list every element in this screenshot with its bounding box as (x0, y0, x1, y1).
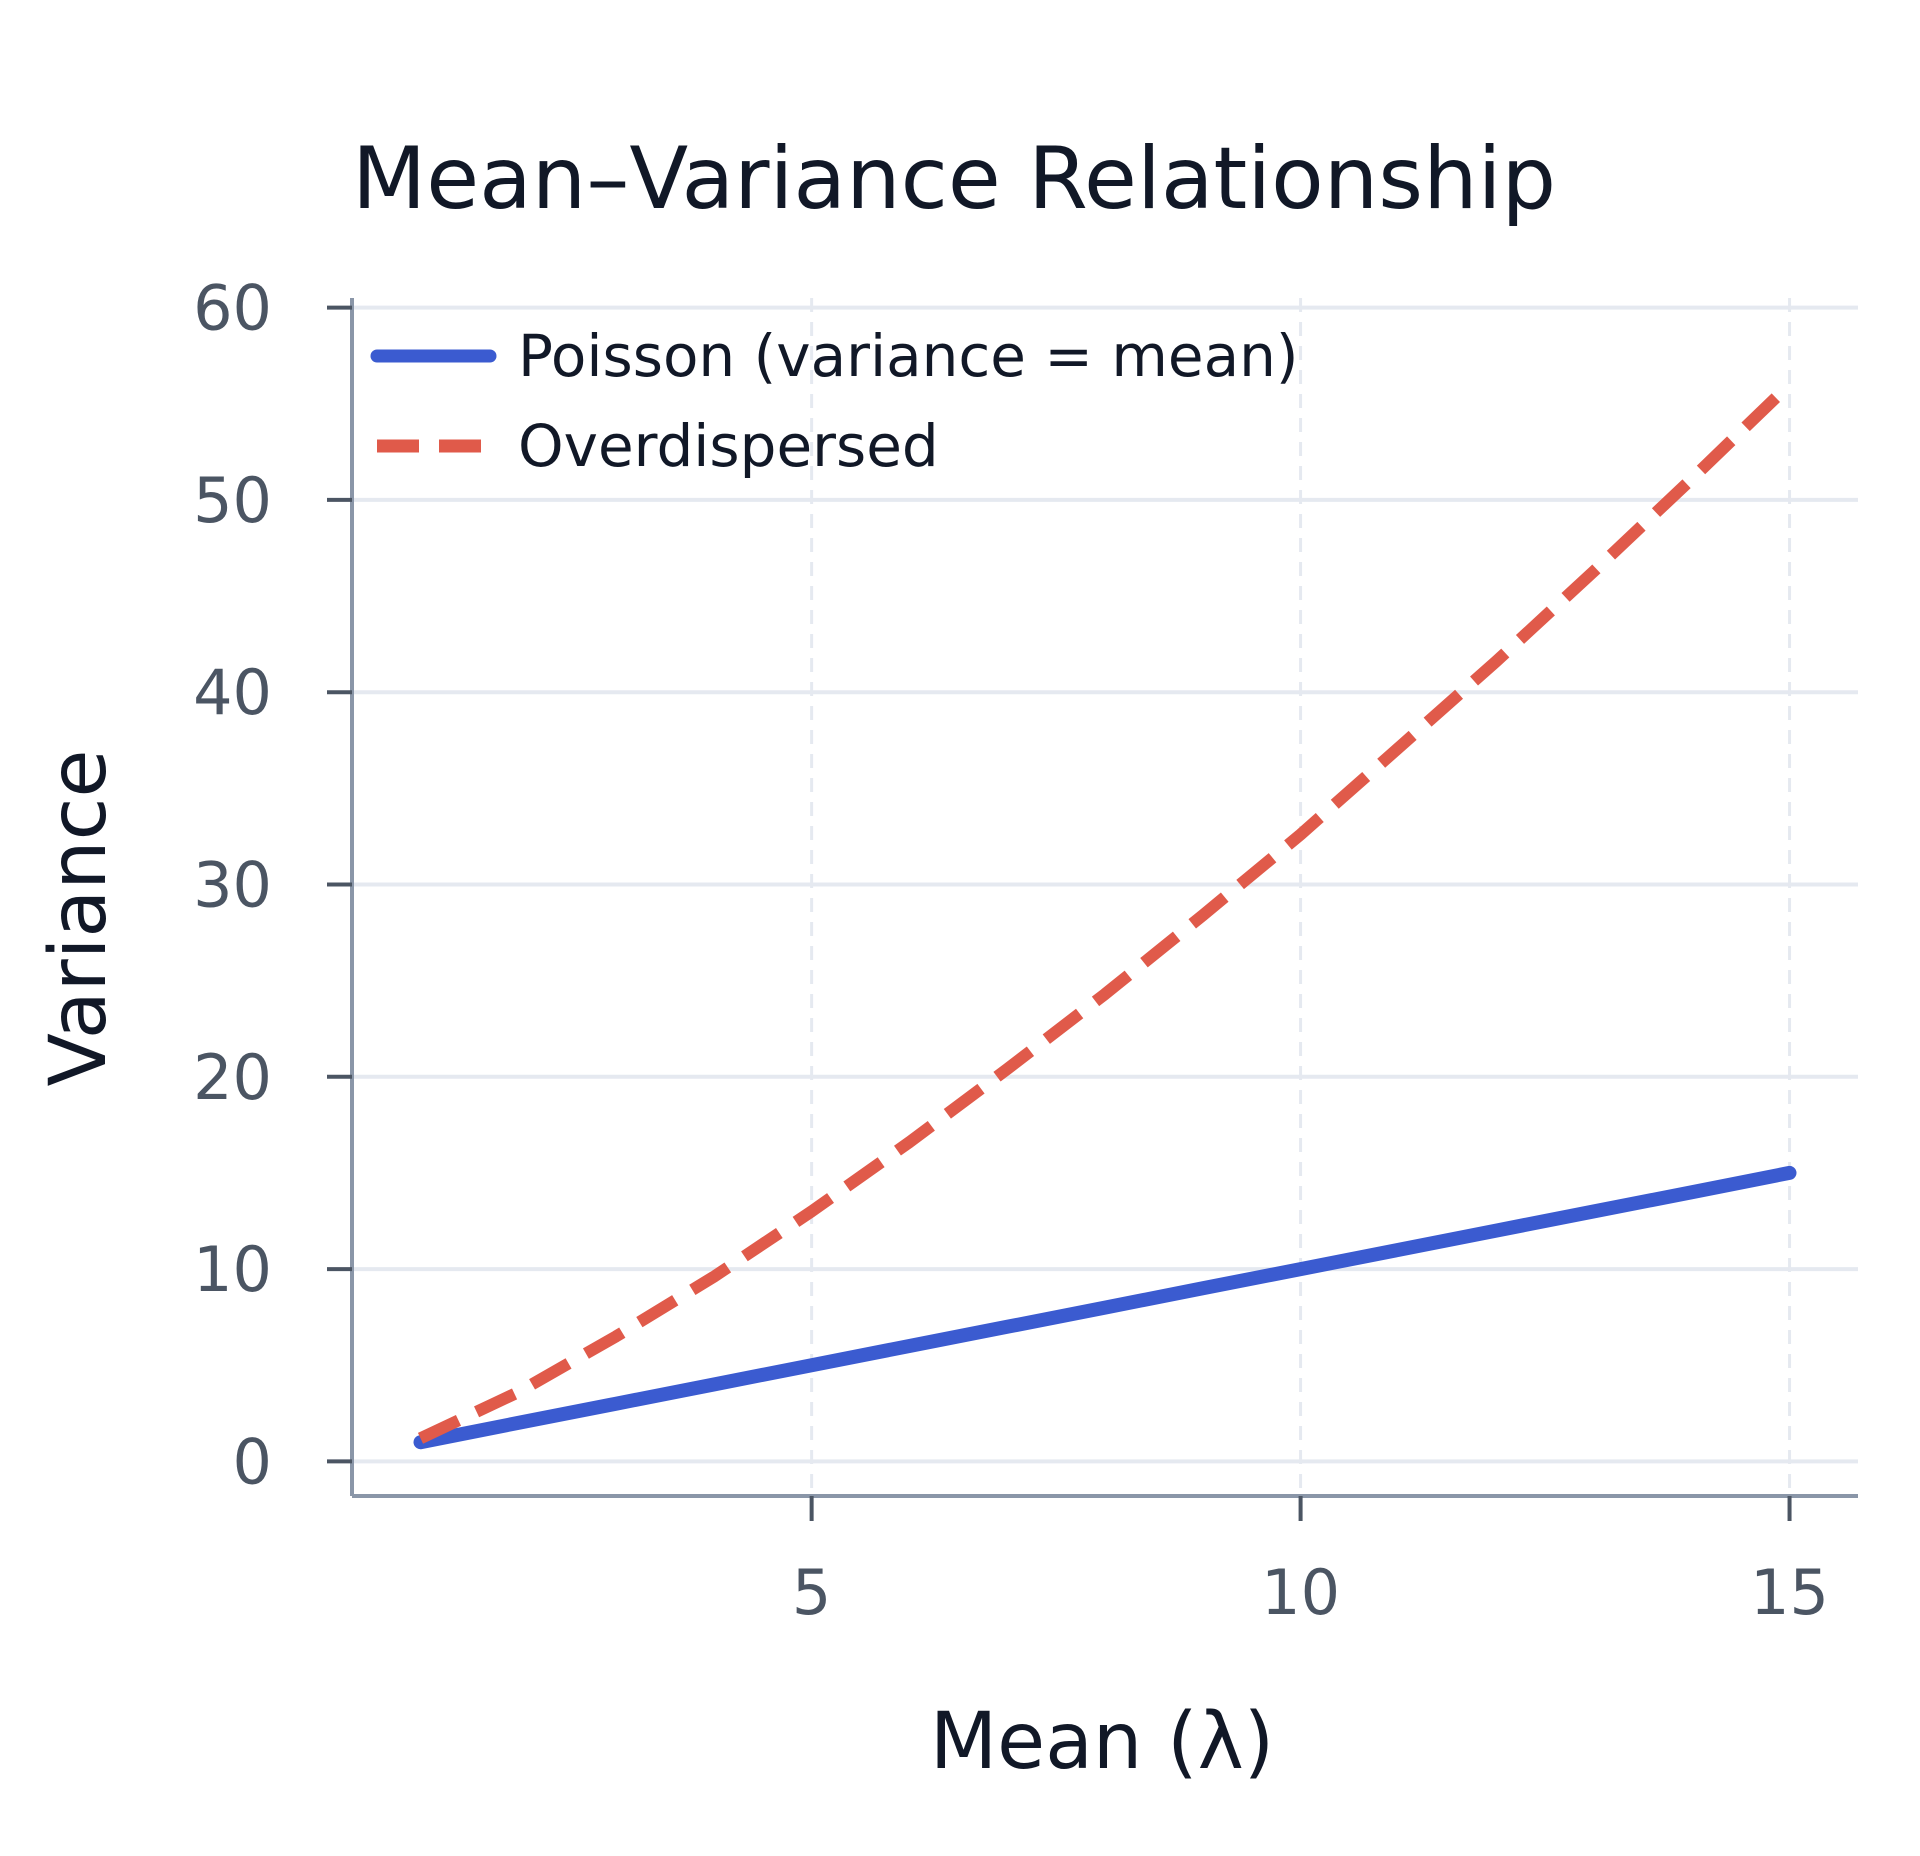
chart-title: Mean–Variance Relationship (352, 129, 1556, 229)
y-axis-label: Variance (34, 750, 124, 1087)
series-line-poisson (413, 1165, 1797, 1450)
ticks: 0 10 20 30 40 50 60 5 10 15 (193, 272, 1829, 1629)
legend: Poisson (variance = mean) Overdispersed (370, 322, 1299, 480)
y-tick-label-30: 30 (193, 849, 272, 922)
x-tick-label-15: 15 (1750, 1556, 1829, 1629)
y-tick-label-10: 10 (193, 1233, 272, 1306)
y-tick-label-40: 40 (193, 656, 272, 729)
legend-label-poisson: Poisson (variance = mean) (518, 322, 1299, 390)
y-tick-label-50: 50 (193, 464, 272, 537)
x-tick-label-5: 5 (792, 1556, 831, 1629)
series-line-overdispersed (417, 380, 1794, 1444)
x-tick-label-10: 10 (1261, 1556, 1340, 1629)
y-tick-label-0: 0 (233, 1425, 272, 1498)
x-axis-label: Mean (λ) (930, 1697, 1274, 1787)
axes (350, 298, 1858, 1498)
y-tick-label-60: 60 (193, 272, 272, 345)
y-tick-label-20: 20 (193, 1041, 272, 1114)
grid (352, 298, 1858, 1496)
series-lines (413, 380, 1797, 1450)
legend-label-overdispersed: Overdispersed (518, 412, 939, 480)
